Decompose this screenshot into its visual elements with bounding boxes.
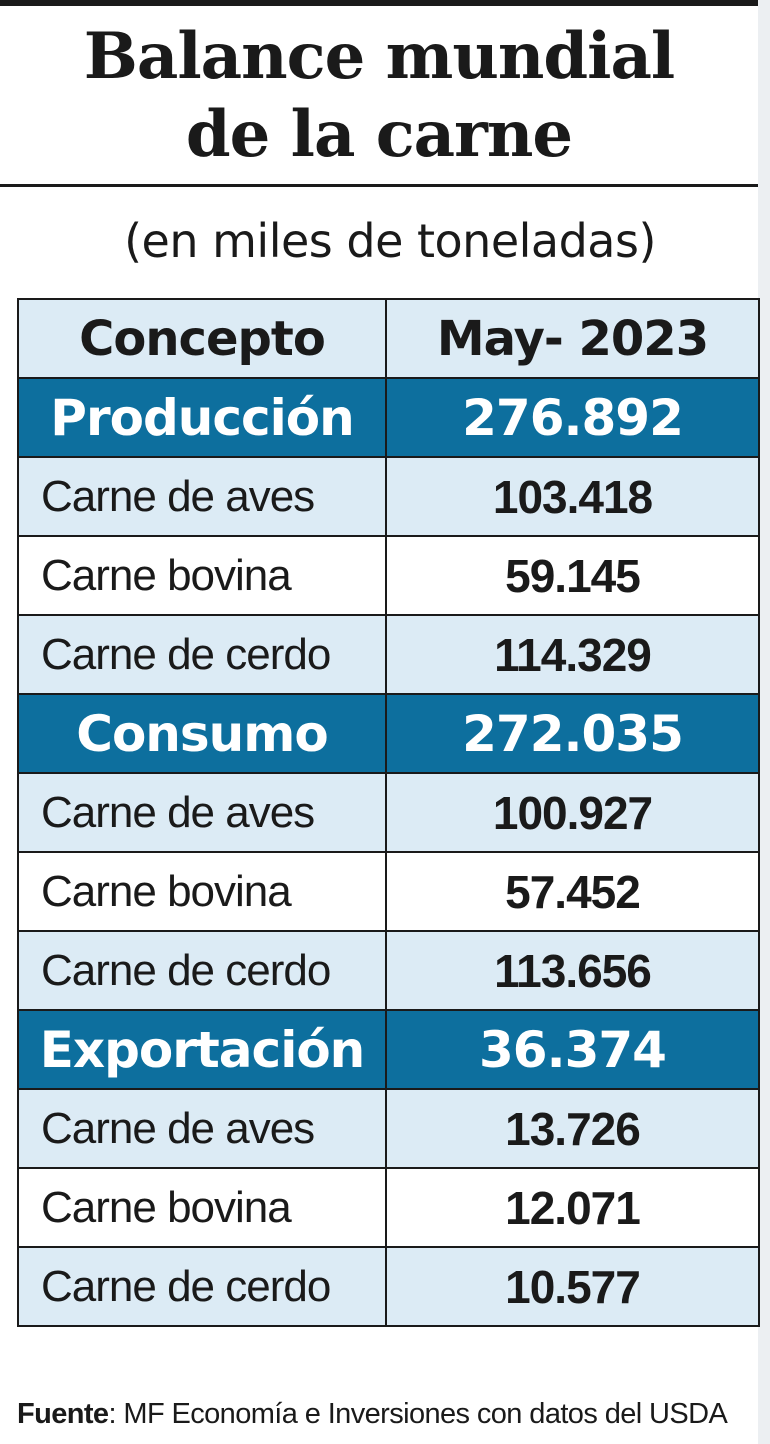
row-value: 10.577 [385, 1246, 760, 1327]
row-label: Carne de aves [17, 456, 387, 537]
table-body: Producción 276.892 Carne de aves 103.418 Car… [17, 377, 760, 1327]
column-header-concepto: Concepto [17, 298, 387, 379]
source-text: : MF Economía e Inversiones con datos de… [108, 1398, 728, 1430]
table-row: Carne de aves 13.726 [17, 1088, 760, 1169]
data-table: Concepto May- 2023 Producción 276.892 Carn… [17, 298, 760, 1327]
row-label: Carne bovina [17, 1167, 387, 1248]
row-value: 12.071 [385, 1167, 760, 1248]
table-row: Carne de cerdo 114.329 [17, 614, 760, 695]
group-row: Consumo 272.035 [17, 693, 760, 774]
chart-subtitle: (en miles de toneladas) [124, 214, 656, 268]
row-value: 59.145 [385, 535, 760, 616]
group-label: Consumo [17, 693, 387, 774]
title-line-2: de la carne [185, 97, 573, 172]
group-label: Exportación [17, 1009, 387, 1090]
row-label: Carne bovina [17, 535, 387, 616]
row-value: 100.927 [385, 772, 760, 853]
row-value: 103.418 [385, 456, 760, 537]
source-label: Fuente [17, 1398, 109, 1430]
row-value: 114.329 [385, 614, 760, 695]
row-label: Carne de aves [17, 772, 387, 853]
group-total: 276.892 [385, 377, 760, 458]
table-row: Carne de cerdo 113.656 [17, 930, 760, 1011]
group-total: 272.035 [385, 693, 760, 774]
row-label: Carne bovina [17, 851, 387, 932]
table-row: Carne bovina 12.071 [17, 1167, 760, 1248]
page-edge [758, 0, 770, 1444]
chart-title: Balance mundial de la carne [0, 18, 758, 174]
table-row: Carne de aves 100.927 [17, 772, 760, 853]
title-line-1: Balance mundial [83, 19, 675, 94]
column-header-period: May- 2023 [385, 298, 760, 379]
row-label: Carne de cerdo [17, 930, 387, 1011]
table-header-row: Concepto May- 2023 [17, 298, 760, 379]
table-row: Carne bovina 59.145 [17, 535, 760, 616]
row-label: Carne de cerdo [17, 1246, 387, 1327]
table-row: Carne de cerdo 10.577 [17, 1246, 760, 1327]
title-divider [0, 184, 758, 187]
group-row: Exportación 36.374 [17, 1009, 760, 1090]
group-total: 36.374 [385, 1009, 760, 1090]
group-label: Producción [17, 377, 387, 458]
row-label: Carne de aves [17, 1088, 387, 1169]
group-row: Producción 276.892 [17, 377, 760, 458]
row-label: Carne de cerdo [17, 614, 387, 695]
table-row: Carne de aves 103.418 [17, 456, 760, 537]
table-row: Carne bovina 57.452 [17, 851, 760, 932]
row-value: 113.656 [385, 930, 760, 1011]
source-note: Fuente: MF Economía e Inversiones con da… [17, 1394, 762, 1434]
row-value: 13.726 [385, 1088, 760, 1169]
top-rule [0, 0, 758, 6]
row-value: 57.452 [385, 851, 760, 932]
